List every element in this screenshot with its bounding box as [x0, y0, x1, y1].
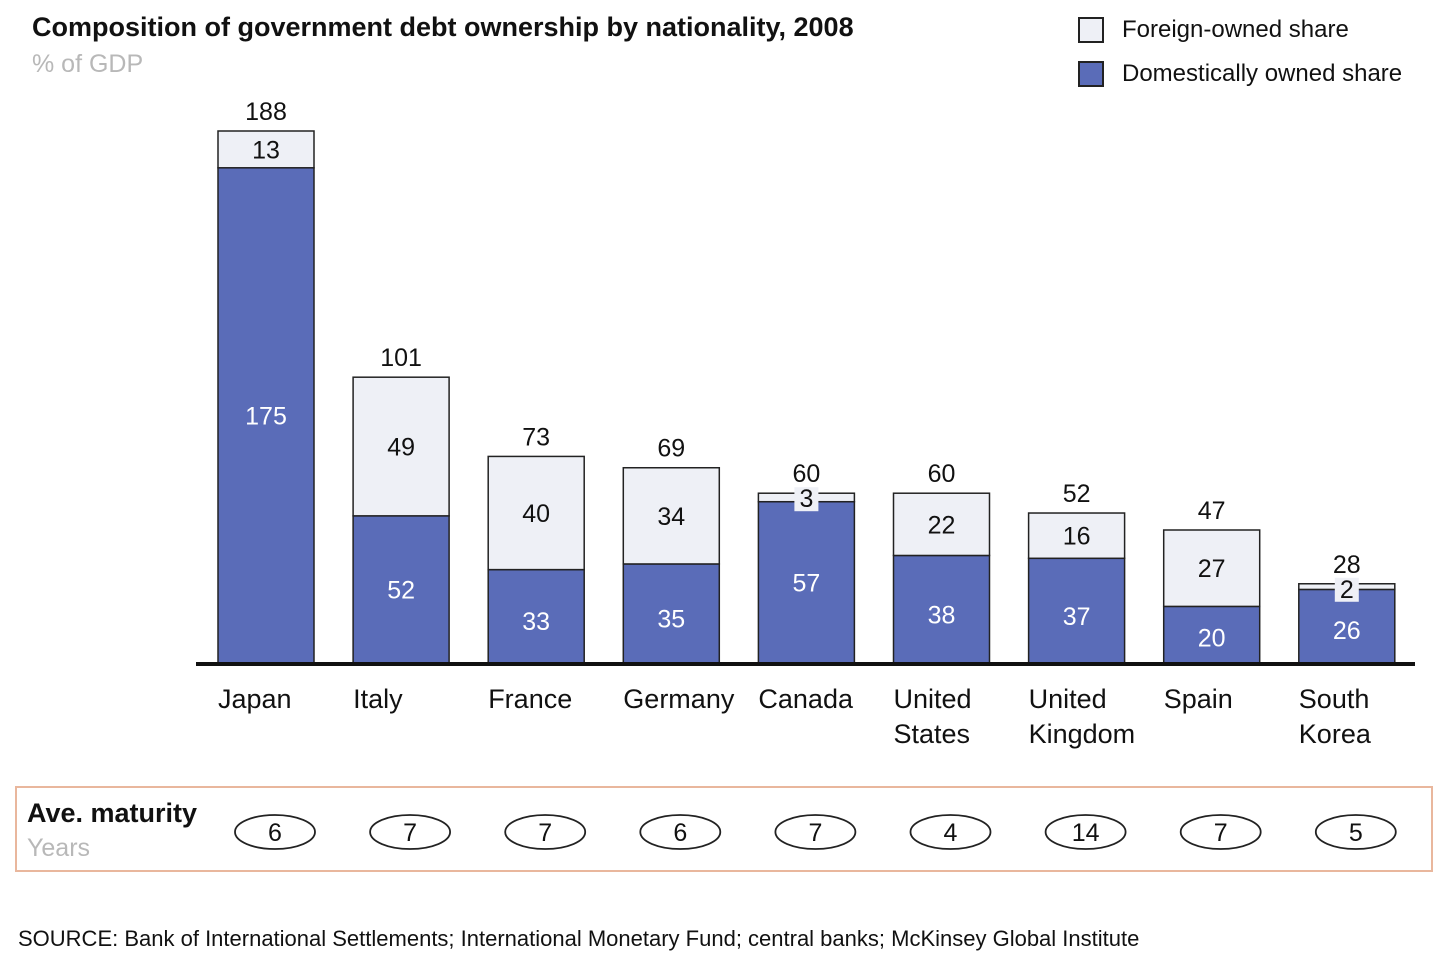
category-label: Japan — [218, 684, 292, 714]
category-label: Italy — [353, 684, 403, 714]
maturity-panel: Ave. maturity Years — [15, 786, 1433, 872]
category-label: States — [894, 719, 971, 749]
label-total: 60 — [928, 460, 956, 488]
bar-domestic — [892, 554, 991, 664]
label-domestic: 52 — [387, 576, 415, 604]
chart-ylabel: % of GDP — [32, 50, 144, 78]
category-label: United — [894, 684, 972, 714]
maturity-ellipse — [1314, 814, 1397, 850]
maturity-label: Ave. maturity — [27, 798, 198, 828]
bar-domestic — [487, 568, 585, 664]
label-foreign: 49 — [387, 434, 415, 462]
label-total: 52 — [1063, 480, 1091, 508]
bar-domestic — [1162, 605, 1261, 664]
label-total: 101 — [380, 344, 422, 372]
legend-swatch-domestic — [1078, 61, 1104, 87]
legend: Foreign-owned share Domestically owned s… — [1078, 8, 1402, 96]
bar-foreign — [1027, 512, 1126, 560]
maturity-value: 7 — [808, 819, 822, 847]
category-label: Spain — [1164, 684, 1233, 714]
legend-swatch-foreign — [1078, 17, 1104, 43]
category-label: Canada — [758, 684, 854, 714]
label-foreign-bg — [1334, 577, 1359, 602]
label-domestic: 38 — [928, 602, 956, 630]
category-label: South — [1299, 684, 1370, 714]
maturity-value: 4 — [944, 819, 958, 847]
label-foreign: 3 — [799, 485, 813, 513]
label-foreign: 13 — [252, 136, 280, 164]
label-total: 28 — [1333, 551, 1361, 579]
bar-domestic — [352, 515, 450, 664]
bar-foreign — [1162, 529, 1261, 608]
label-total: 60 — [792, 460, 820, 488]
maturity-value: 6 — [673, 819, 687, 847]
maturity-ellipse — [504, 814, 587, 850]
label-foreign: 16 — [1063, 523, 1091, 551]
maturity-ellipse — [774, 814, 857, 850]
maturity-ellipse — [1179, 814, 1262, 850]
category-label: Korea — [1299, 719, 1372, 749]
bar-foreign — [487, 455, 585, 571]
maturity-value: 7 — [1214, 819, 1228, 847]
legend-item-domestic: Domestically owned share — [1078, 52, 1402, 96]
category-label: United — [1029, 684, 1107, 714]
category-label: France — [488, 684, 572, 714]
label-domestic: 37 — [1063, 603, 1091, 631]
category-label: Kingdom — [1029, 719, 1136, 749]
bar-domestic — [757, 500, 856, 664]
maturity-ellipse — [909, 814, 992, 850]
label-foreign: 27 — [1198, 555, 1226, 583]
label-foreign: 34 — [657, 503, 685, 531]
label-domestic: 26 — [1333, 617, 1361, 645]
label-domestic: 35 — [657, 605, 685, 633]
maturity-ellipse — [639, 814, 722, 850]
maturity-unit: Years — [27, 834, 91, 862]
legend-item-foreign: Foreign-owned share — [1078, 8, 1402, 52]
chart-title: Composition of government debt ownership… — [32, 12, 854, 42]
maturity-value: 7 — [403, 819, 417, 847]
source-note: SOURCE: Bank of International Settlement… — [18, 926, 1140, 951]
label-foreign: 40 — [522, 500, 550, 528]
label-foreign: 22 — [928, 511, 956, 539]
maturity-ellipse — [1044, 814, 1127, 850]
label-domestic: 33 — [522, 608, 550, 636]
label-domestic: 20 — [1198, 625, 1226, 653]
label-domestic: 57 — [792, 569, 820, 597]
label-total: 73 — [522, 423, 550, 451]
category-label: Germany — [623, 684, 735, 714]
legend-label-domestic: Domestically owned share — [1122, 60, 1403, 87]
maturity-value: 6 — [268, 819, 282, 847]
legend-label-foreign: Foreign-owned share — [1122, 16, 1349, 43]
maturity-value: 14 — [1072, 819, 1100, 847]
label-total: 188 — [245, 98, 287, 126]
label-total: 69 — [657, 435, 685, 463]
label-total: 47 — [1198, 497, 1226, 525]
bar-foreign — [217, 130, 315, 169]
bar-foreign — [622, 466, 721, 565]
maturity-value: 5 — [1349, 819, 1363, 847]
label-foreign-bg — [794, 487, 819, 512]
label-domestic: 175 — [245, 402, 287, 430]
maturity-ellipse — [234, 814, 316, 850]
maturity-ellipse — [369, 814, 452, 850]
bar-domestic — [1027, 557, 1126, 664]
bar-foreign — [892, 492, 991, 557]
label-foreign: 2 — [1340, 576, 1354, 604]
maturity-value: 7 — [538, 819, 552, 847]
bar-foreign — [352, 376, 450, 517]
